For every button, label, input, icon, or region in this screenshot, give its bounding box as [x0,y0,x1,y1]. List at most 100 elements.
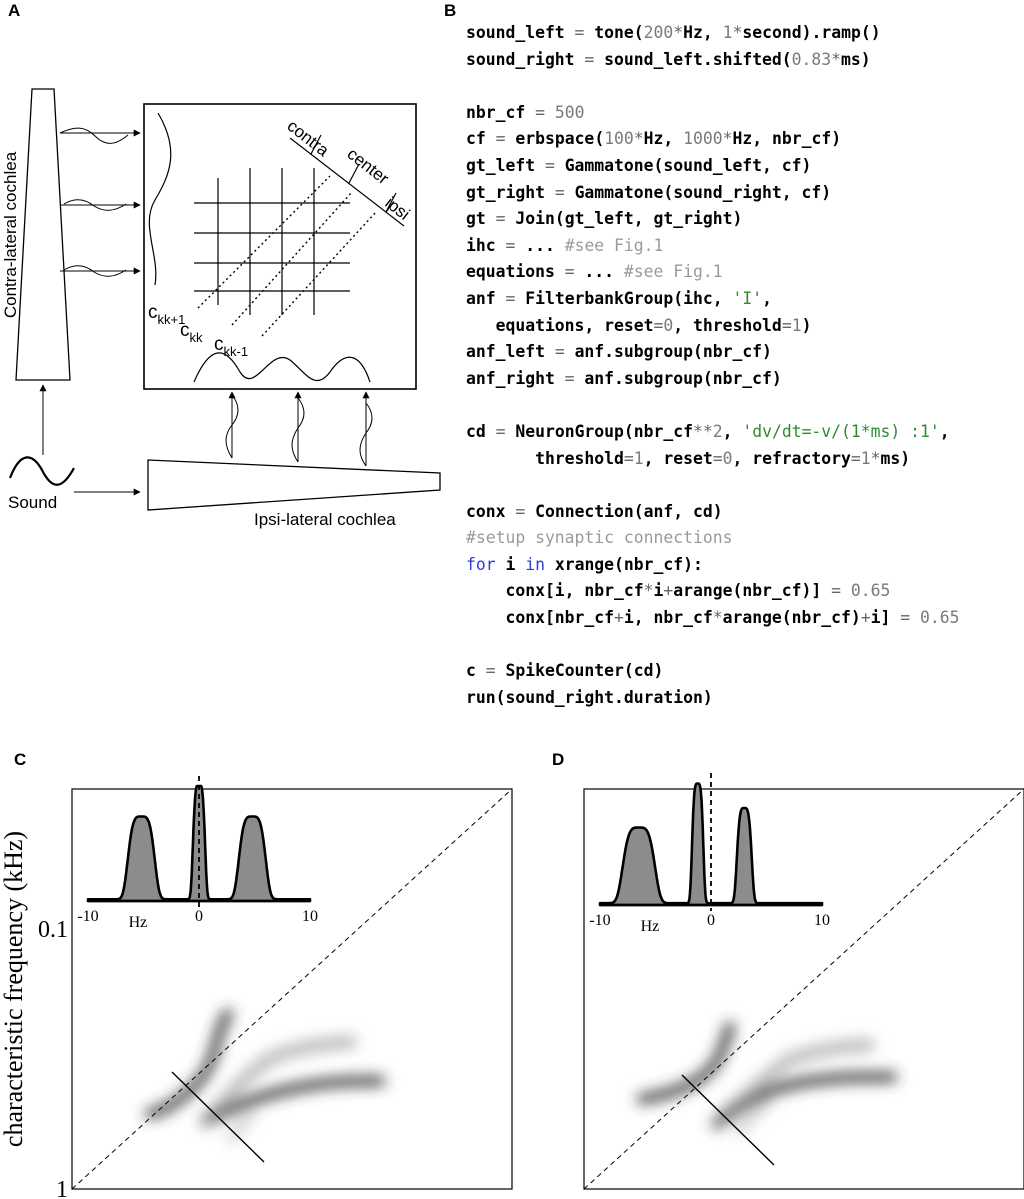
code-line: gt = Join(gt_left, gt_right) [466,206,959,233]
code-token: = [831,581,851,601]
panel-label-d: D [552,750,565,769]
code-token: i [653,581,664,601]
inset-tick-label: 0 [195,908,203,925]
heatmap-tail-upper [715,1038,875,1124]
code-token: * [732,23,743,42]
code-token: = [900,608,920,628]
code-line: equations, reset=0, threshold=1) [466,313,959,340]
code-token: = [544,182,575,202]
code-token: cf [466,129,486,149]
code-token: ms [880,448,901,468]
code-token: () [860,23,881,42]
code-line: nbr_cf = 500 [466,100,959,127]
heatmap [636,1021,898,1136]
code-token: , [663,129,684,149]
code-token: * [712,608,723,628]
code-token: equations [466,262,555,282]
code-token: second [742,23,802,42]
code-token: #setup synaptic connections [466,528,733,548]
code-token: 0 [722,448,733,468]
code-line [466,632,959,659]
code-token: = [495,288,526,308]
y-tick-label: 1 [56,1177,68,1199]
code-token: i [495,554,526,574]
panel-label-c: C [14,750,27,769]
code-token: = [554,262,585,282]
code-token: Hz [643,129,664,149]
ipsi-label: ipsi [382,193,414,224]
code-token: 1 [722,23,733,42]
code-line: anf_left = anf.subgroup(nbr_cf) [466,339,959,366]
anti-diagonal-line [681,1074,775,1166]
code-token: = [525,102,555,122]
code-token: = [485,209,516,229]
code-line: cd = NeuronGroup(nbr_cf**2, 'dv/dt=-v/(1… [466,419,959,446]
code-token: 0.65 [850,581,891,601]
code-token: tone [594,23,634,42]
anti-diagonal-line [171,1071,265,1163]
code-token: conx [466,501,506,521]
code-line: #setup synaptic connections [466,525,959,552]
coincidence-matrix-box [143,103,417,390]
code-token: , nbr_cf) [752,129,842,149]
code-token: = [485,129,516,149]
heatmap-arm-upper [636,1021,736,1105]
code-token: ... [584,262,624,282]
ipsi-cochlea-shape [147,459,441,511]
code-token: 1 [791,315,802,335]
code-token: * [722,129,733,149]
code-token: run(sound_right.duration) [466,687,713,707]
code-token: anf_right [466,368,555,388]
code-token: , [702,23,723,42]
inset-tick-label: -10 [589,912,610,929]
code-token: ) [900,448,911,468]
code-token: anf.subgroup(nbr_cf) [584,368,782,388]
code-line [466,73,959,100]
code-token: ms [841,49,861,69]
y-axis-label: characteristic frequency (kHz) [0,831,28,1147]
code-token: anf.subgroup(nbr_cf) [574,342,772,362]
code-token: = [475,661,506,681]
code-token: = [781,315,792,335]
code-token: 'I' [732,288,763,308]
code-line: anf_right = anf.subgroup(nbr_cf) [466,366,959,393]
code-line: conx[i, nbr_cf*i+arange(nbr_cf)] = 0.65 [466,578,959,605]
code-token: 200 [643,23,674,42]
code-line: equations = ... #see Fig.1 [466,259,959,286]
code-token: arange(nbr_cf)] [673,581,832,601]
x-tick-label: 1 [584,1195,596,1199]
heatmap-tail-lower [735,1098,773,1136]
code-line: threshold=1, reset=0, refractory=1*ms) [466,446,959,473]
code-token: ) [801,315,812,335]
cochlea-model-diagram: Contra-lateral cochlea Sound Ipsi-latera… [1,88,441,529]
code-token: + [614,608,624,628]
code-token: anf [466,288,496,308]
code-token: gt_left [466,155,536,175]
code-token: 1000 [683,129,723,149]
code-line: gt_left = Gammatone(sound_left, cf) [466,153,959,180]
code-token: = [505,501,536,521]
code-token: , [762,288,772,308]
code-token: 2 [712,421,723,441]
code-line: conx[nbr_cf+i, nbr_cf*arange(nbr_cf)+i] … [466,605,959,632]
code-token: equations, reset [466,315,654,335]
x-tick-label: 1 [72,1195,84,1199]
inset-axis-label: Hz [129,914,148,931]
code-token: for [466,554,496,574]
code-line: for i in xrange(nbr_cf): [466,552,959,579]
panel-label-a: A [8,1,21,20]
c-kk-minus-1-label: ckk-1 [214,334,248,359]
inset-tick-label: 0 [707,912,715,929]
code-token: Connection(anf, cd) [535,501,723,521]
code-token: 0 [663,315,674,335]
code-token: Hz [732,129,753,149]
code-token: anf_left [466,342,545,362]
code-token: = [712,448,723,468]
code-line: run(sound_right.duration) [466,685,959,712]
code-token: * [870,448,881,468]
code-token: ) [860,49,871,69]
c-kk-label: ckk [180,320,203,345]
code-token: ( [633,23,644,42]
